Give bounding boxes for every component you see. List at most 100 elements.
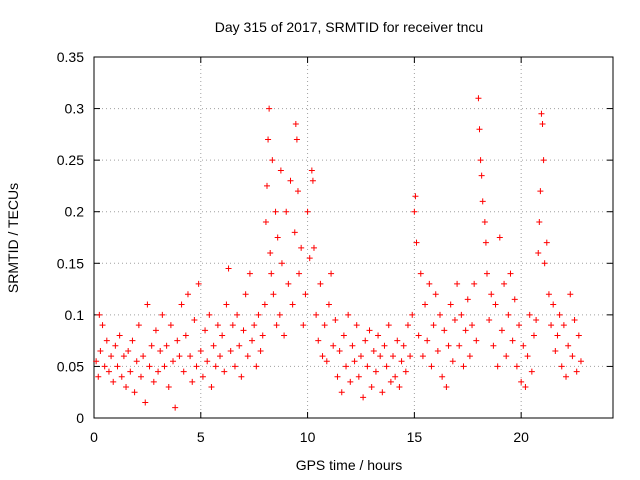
data-point bbox=[526, 311, 533, 318]
data-point bbox=[273, 322, 280, 329]
data-point bbox=[347, 378, 354, 385]
data-point bbox=[244, 353, 251, 360]
data-point bbox=[137, 373, 144, 380]
data-point bbox=[204, 358, 211, 365]
data-point bbox=[167, 322, 174, 329]
data-point bbox=[368, 384, 375, 391]
data-point bbox=[292, 121, 299, 128]
data-point bbox=[302, 291, 309, 298]
data-point bbox=[411, 208, 418, 215]
data-point bbox=[428, 363, 435, 370]
data-point bbox=[522, 384, 529, 391]
data-point bbox=[321, 322, 328, 329]
data-point bbox=[520, 342, 527, 349]
data-point bbox=[150, 378, 157, 385]
data-point bbox=[370, 347, 377, 354]
data-point bbox=[217, 353, 224, 360]
data-point bbox=[390, 353, 397, 360]
data-point bbox=[123, 384, 130, 391]
y-tick-label: 0.35 bbox=[57, 49, 84, 65]
data-point bbox=[214, 322, 221, 329]
data-point bbox=[170, 358, 177, 365]
data-point bbox=[223, 301, 230, 308]
x-tick-label: 5 bbox=[197, 429, 205, 445]
data-point bbox=[144, 301, 151, 308]
data-point bbox=[131, 389, 138, 396]
data-point bbox=[189, 378, 196, 385]
data-point bbox=[101, 363, 108, 370]
data-point bbox=[152, 327, 159, 334]
data-point bbox=[345, 311, 352, 318]
data-point bbox=[135, 322, 142, 329]
data-point bbox=[458, 311, 465, 318]
data-point bbox=[336, 347, 343, 354]
data-point bbox=[163, 342, 170, 349]
data-point bbox=[404, 322, 411, 329]
data-point bbox=[443, 384, 450, 391]
data-point bbox=[545, 291, 552, 298]
data-point bbox=[191, 317, 198, 324]
data-point bbox=[155, 368, 162, 375]
data-point bbox=[300, 322, 307, 329]
x-tick-label: 10 bbox=[300, 429, 316, 445]
data-point bbox=[93, 358, 100, 365]
data-point bbox=[105, 368, 112, 375]
data-point bbox=[466, 353, 473, 360]
data-point bbox=[516, 322, 523, 329]
data-point bbox=[379, 389, 386, 396]
y-tick-label: 0.05 bbox=[57, 358, 84, 374]
data-point bbox=[293, 136, 300, 143]
data-points bbox=[93, 95, 584, 411]
data-point bbox=[469, 322, 476, 329]
data-point bbox=[261, 301, 268, 308]
data-point bbox=[366, 327, 373, 334]
data-point bbox=[195, 280, 202, 287]
data-point bbox=[140, 353, 147, 360]
axes: 0 0.05 0.1 0.15 0.2 0.25 0.3 0.35 0 5 10 15 20 bbox=[57, 49, 614, 445]
data-point bbox=[272, 208, 279, 215]
data-point bbox=[315, 337, 322, 344]
data-point bbox=[449, 358, 456, 365]
data-point bbox=[464, 296, 471, 303]
data-point bbox=[355, 373, 362, 380]
plot-frame bbox=[93, 56, 614, 419]
data-point bbox=[503, 353, 510, 360]
data-point bbox=[396, 384, 403, 391]
y-tick-label: 0.25 bbox=[57, 152, 84, 168]
data-point bbox=[400, 342, 407, 349]
data-point bbox=[313, 311, 320, 318]
data-point bbox=[251, 322, 258, 329]
data-point bbox=[451, 317, 458, 324]
data-point bbox=[563, 373, 570, 380]
data-point bbox=[317, 280, 324, 287]
data-point bbox=[267, 249, 274, 256]
data-point bbox=[419, 353, 426, 360]
data-point bbox=[176, 353, 183, 360]
data-point bbox=[296, 270, 303, 277]
data-point bbox=[349, 342, 356, 349]
data-point bbox=[325, 301, 332, 308]
data-point bbox=[193, 363, 200, 370]
data-point bbox=[402, 368, 409, 375]
data-point bbox=[445, 342, 452, 349]
data-point bbox=[246, 270, 253, 277]
data-point bbox=[476, 126, 483, 133]
data-point bbox=[392, 373, 399, 380]
data-point bbox=[550, 301, 557, 308]
data-point bbox=[99, 322, 106, 329]
data-point bbox=[430, 322, 437, 329]
data-point bbox=[264, 182, 270, 189]
data-point bbox=[490, 342, 497, 349]
data-point bbox=[492, 301, 499, 308]
data-point bbox=[249, 337, 256, 344]
data-point bbox=[462, 327, 469, 334]
data-point bbox=[415, 332, 422, 339]
data-point bbox=[265, 136, 272, 143]
data-point bbox=[478, 172, 485, 179]
data-point bbox=[486, 317, 493, 324]
data-point bbox=[125, 347, 132, 354]
data-point bbox=[441, 327, 448, 334]
data-point bbox=[407, 353, 414, 360]
data-point bbox=[197, 347, 204, 354]
data-point bbox=[227, 347, 234, 354]
